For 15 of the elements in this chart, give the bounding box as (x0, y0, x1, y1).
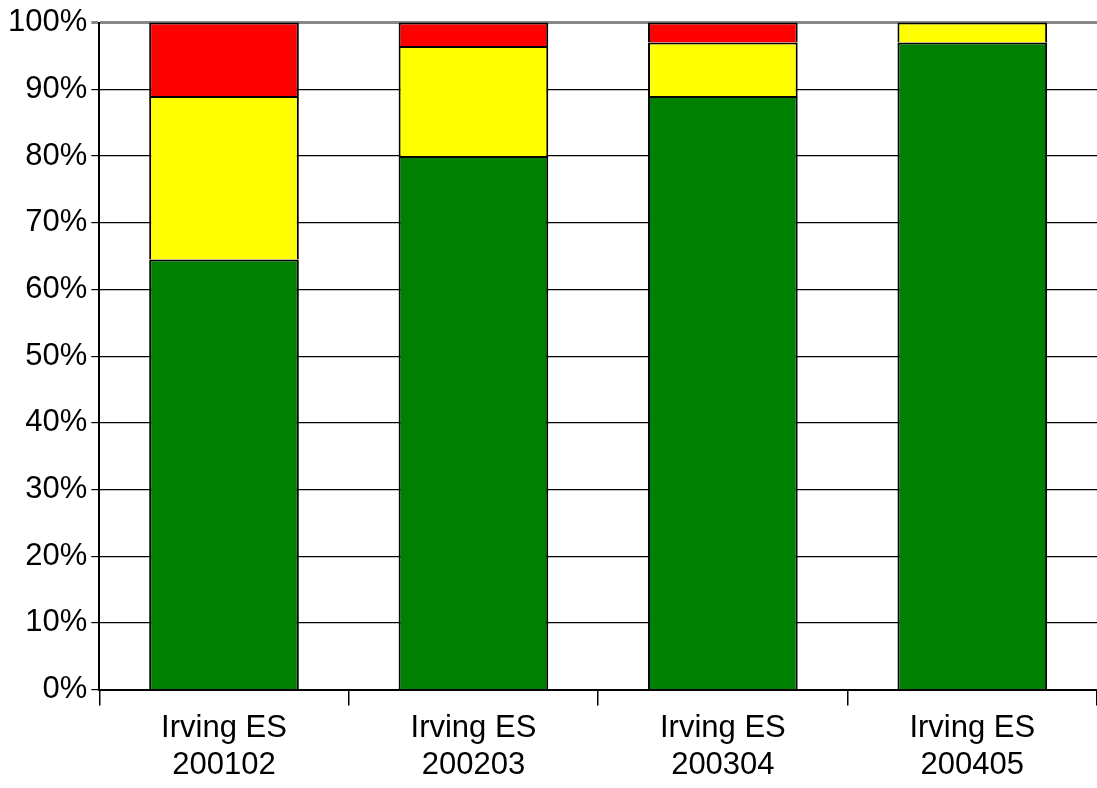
y-tick-label: 50% (25, 336, 88, 372)
y-tick-label: 80% (25, 136, 88, 172)
y-tick-label: 100% (7, 3, 88, 39)
y-tick-label: 0% (42, 670, 88, 706)
y-tick-label: 30% (25, 470, 88, 506)
x-tick-label: Irving ES 200203 (410, 708, 537, 781)
x-tick-label: Irving ES 200304 (659, 708, 786, 781)
y-tick-label: 10% (25, 603, 88, 639)
y-tick-label: 70% (25, 203, 88, 239)
y-tick-label: 20% (25, 536, 88, 572)
y-tick-label: 90% (25, 69, 88, 105)
y-tick-label: 40% (25, 403, 88, 439)
x-tick-label: Irving ES 200102 (161, 708, 287, 781)
y-tick-label: 60% (25, 269, 88, 305)
x-tick-label: Irving ES 200405 (909, 708, 1036, 781)
